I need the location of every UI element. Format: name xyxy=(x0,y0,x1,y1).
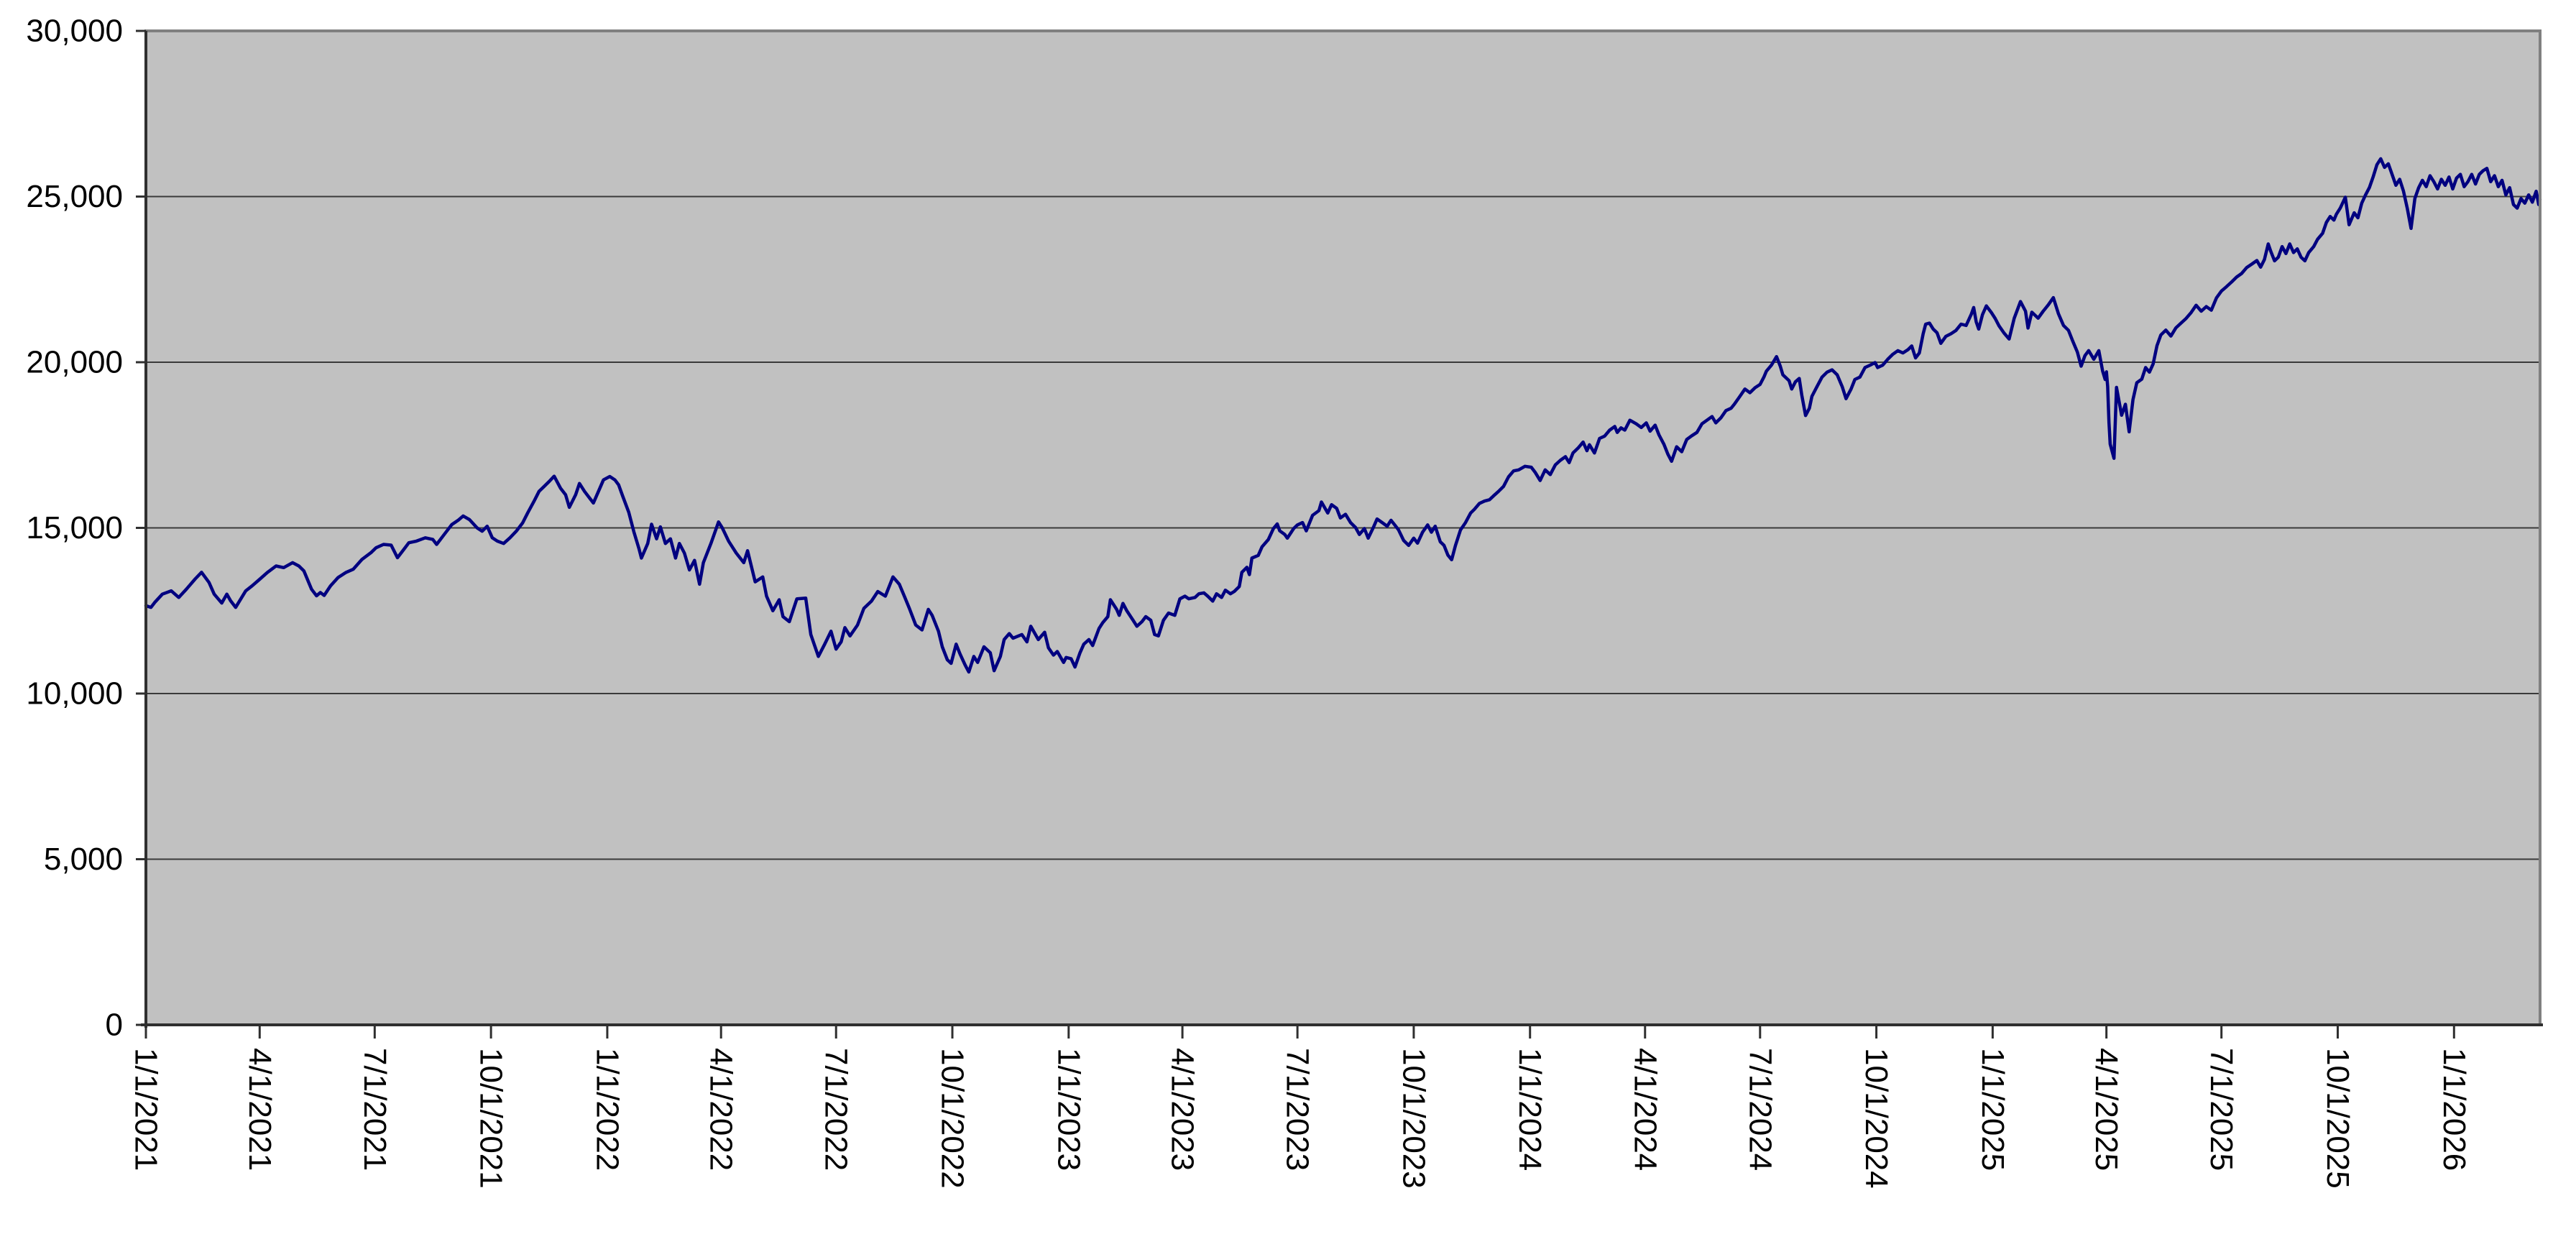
x-axis-label-2024-10-01: 10/1/2024 xyxy=(1859,1048,1894,1189)
x-axis-label-2023-04-01: 4/1/2023 xyxy=(1165,1048,1200,1171)
series-line-index-value xyxy=(144,157,2542,674)
x-axis-label-2023-07-01: 7/1/2023 xyxy=(1280,1048,1315,1171)
y-axis-label-20000: 20,000 xyxy=(26,345,123,380)
x-axis-label-2025-01-01: 1/1/2025 xyxy=(1975,1048,2010,1171)
gridline-group xyxy=(146,195,2540,860)
y-axis-label-30000: 30,000 xyxy=(26,14,123,49)
y-axis-label-25000: 25,000 xyxy=(26,179,123,214)
x-axis-label-2026-01-01: 1/1/2026 xyxy=(2437,1048,2472,1171)
y-axis-label-10000: 10,000 xyxy=(26,676,123,712)
x-axis-label-2025-10-01: 10/1/2025 xyxy=(2320,1048,2355,1189)
x-axis-label-2023-10-01: 10/1/2023 xyxy=(1396,1048,1431,1189)
x-axis-label-2021-10-01: 10/1/2021 xyxy=(474,1048,509,1189)
x-axis-label-2024-07-01: 7/1/2024 xyxy=(1742,1048,1777,1171)
x-axis-label-2025-04-01: 4/1/2025 xyxy=(2089,1048,2124,1171)
y-axis-label-5000: 5,000 xyxy=(44,842,123,877)
x-axis-label-2024-01-01: 1/1/2024 xyxy=(1512,1048,1547,1171)
x-axis-label-2021-04-01: 4/1/2021 xyxy=(242,1048,277,1171)
series-group xyxy=(144,157,2542,674)
x-axis-label-2022-01-01: 1/1/2022 xyxy=(589,1048,625,1171)
x-axis-label-2022-04-01: 4/1/2022 xyxy=(704,1048,739,1171)
y-axis-labels: 30,000 25,000 20,000 15,000 10,000 5,000 0 xyxy=(26,14,123,1043)
y-axis-label-15000: 15,000 xyxy=(26,510,123,545)
x-axis-label-2022-07-01: 7/1/2022 xyxy=(819,1048,854,1171)
y-axis-label-0: 0 xyxy=(106,1008,123,1043)
x-axis-labels: 1/1/2021 4/1/2021 7/1/2021 10/1/2021 1/1/202… xyxy=(129,1048,2472,1189)
axis-group xyxy=(136,29,2543,1039)
x-axis-label-2022-10-01: 10/1/2022 xyxy=(935,1048,970,1189)
x-axis-label-2025-07-01: 7/1/2025 xyxy=(2204,1048,2239,1171)
x-axis-label-2021-01-01: 1/1/2021 xyxy=(129,1048,164,1171)
x-axis-label-2023-01-01: 1/1/2023 xyxy=(1051,1048,1086,1171)
x-axis-label-2024-04-01: 4/1/2024 xyxy=(1627,1048,1662,1171)
x-axis-label-2021-07-01: 7/1/2021 xyxy=(357,1048,392,1171)
